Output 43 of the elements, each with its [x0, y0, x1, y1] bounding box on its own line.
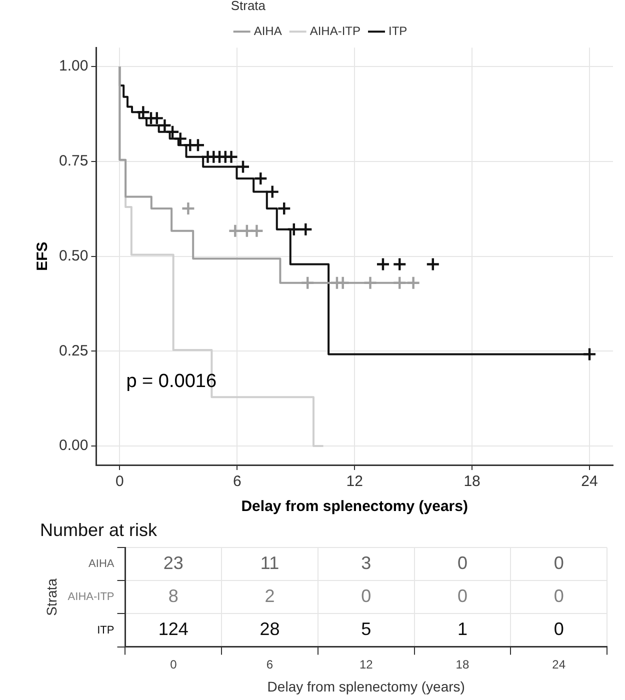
data-label: 2 — [264, 586, 275, 606]
data-label: 0 — [554, 586, 564, 606]
y-tick-label: AIHA-ITP — [68, 591, 114, 604]
annotation: p = 0.0016 — [126, 370, 217, 392]
x-axis-title: Delay from splenectomy (years) — [241, 498, 468, 516]
y-axis-title: EFS — [34, 242, 52, 271]
x-tick-label: 12 — [346, 473, 363, 490]
x-tick-label: 24 — [581, 473, 598, 490]
data-label: 11 — [260, 553, 280, 574]
y-tick-label: 0.25 — [58, 342, 88, 360]
data-label: 1 — [457, 619, 468, 640]
data-label: 23 — [163, 553, 184, 574]
x-tick-label: 0 — [170, 657, 178, 672]
x-tick-label: 18 — [464, 473, 480, 490]
legend-label: AIHA-ITP — [310, 24, 361, 38]
y-tick-label: AIHA — [88, 558, 115, 570]
x-tick-label: 6 — [232, 473, 242, 490]
x-axis-title: Delay from splenectomy (years) — [267, 678, 465, 694]
y-axis-title: Strata — [43, 578, 60, 616]
data-label: 8 — [168, 586, 178, 606]
y-tick-label: 0.75 — [58, 152, 88, 170]
data-label: 124 — [158, 619, 188, 640]
data-label: 0 — [554, 553, 564, 574]
data-label: 3 — [361, 553, 372, 574]
data-label: 5 — [361, 619, 372, 640]
legend-label: AIHA — [254, 24, 282, 38]
data-label: 0 — [457, 586, 468, 606]
legend-title: Strata — [230, 0, 266, 14]
y-tick-label: 0.00 — [58, 437, 88, 454]
x-tick-label: 24 — [552, 657, 566, 672]
x-tick-label: 18 — [456, 657, 470, 672]
data-label: 28 — [260, 619, 280, 640]
chart-title: Number at risk — [40, 520, 158, 540]
x-tick-label: 6 — [266, 657, 274, 672]
data-label: 0 — [457, 553, 468, 574]
y-tick-label: 1.00 — [58, 58, 88, 75]
data-label: 0 — [361, 586, 372, 606]
legend-label: ITP — [388, 24, 408, 38]
data-label: 0 — [554, 619, 564, 640]
x-tick-label: 12 — [359, 657, 374, 672]
x-tick-label: 0 — [116, 473, 124, 490]
y-tick-label: 0.50 — [58, 247, 88, 264]
y-tick-label: ITP — [97, 624, 114, 636]
